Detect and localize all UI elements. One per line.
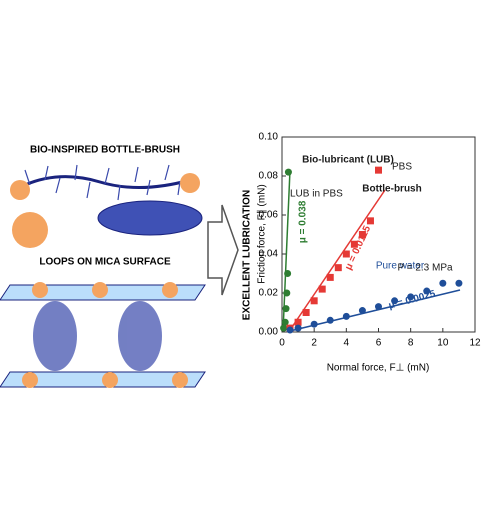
point — [439, 279, 447, 287]
point — [310, 297, 318, 305]
bottom-label: LOOPS ON MICA SURFACE — [39, 257, 171, 268]
point — [423, 287, 431, 295]
point — [326, 316, 334, 324]
point — [294, 324, 302, 332]
x-tick-label: 0 — [279, 338, 285, 349]
y-tick-label: 0.02 — [259, 288, 279, 299]
point — [342, 312, 350, 320]
point — [310, 320, 318, 328]
series-label: PBS — [392, 162, 412, 173]
point — [350, 240, 358, 248]
series-label: LUB in PBS — [290, 189, 343, 200]
point — [334, 264, 342, 272]
point — [302, 309, 310, 316]
arrow-label: EXCELLENT LUBRICATION — [242, 190, 253, 320]
point — [326, 273, 334, 281]
point — [366, 217, 374, 225]
x-tick-label: 2 — [311, 338, 317, 349]
point — [407, 293, 415, 301]
point — [391, 297, 399, 305]
point — [280, 324, 288, 332]
y-axis-label: Friction force, F∥ (mN) — [257, 184, 268, 283]
point — [284, 270, 292, 277]
x-tick-label: 10 — [437, 338, 449, 349]
point — [358, 231, 366, 238]
x-tick-label: 6 — [376, 338, 382, 349]
annotation: μ = 0.038 — [298, 200, 309, 243]
fit-lines — [282, 169, 461, 333]
annotation: μ = 0.0025 — [387, 288, 437, 311]
x-tick-label: 4 — [344, 338, 350, 349]
x-tick-label: 12 — [469, 338, 481, 349]
left-illustration: BIO-INSPIRED BOTTLE-BRUSH LOOPS ON MICA … — [0, 145, 206, 388]
annotation: Bottle-brush — [362, 184, 421, 195]
point — [282, 305, 290, 313]
y-tick-label: 0.04 — [259, 249, 279, 260]
point — [283, 289, 291, 297]
top-label: BIO-INSPIRED BOTTLE-BRUSH — [30, 145, 180, 156]
point — [286, 326, 294, 334]
point — [294, 318, 302, 326]
x-tick-label: 8 — [408, 338, 414, 349]
series-label: Pure water — [376, 261, 425, 272]
y-tick-label: 0.08 — [259, 171, 279, 182]
point — [281, 318, 289, 326]
point — [375, 166, 382, 174]
point — [284, 168, 292, 176]
annotation: μ = 0.0115 — [343, 224, 373, 272]
point — [455, 279, 463, 287]
annotation: P = 2.3 MPa — [397, 263, 453, 274]
arrow — [207, 204, 239, 296]
point — [318, 285, 326, 293]
point — [342, 250, 350, 258]
point — [358, 307, 366, 315]
y-tick-label: 0.06 — [259, 210, 279, 221]
x-axis-label: Normal force, F⊥ (mN) — [327, 363, 430, 374]
annotation: Bio-lubricant (LUB) — [302, 155, 394, 166]
point — [375, 303, 382, 311]
y-tick-label: 0.00 — [259, 327, 279, 338]
y-tick-label: 0.10 — [259, 132, 279, 143]
